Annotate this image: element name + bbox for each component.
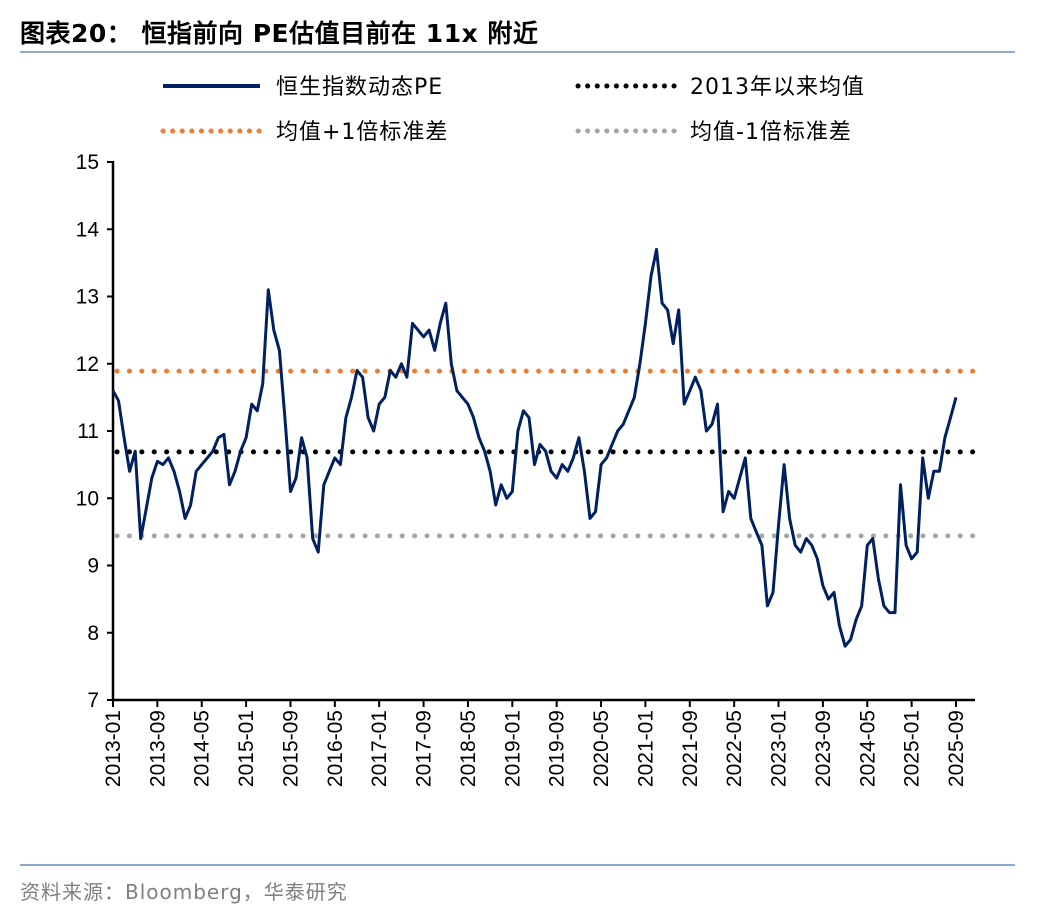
y-tick-label: 10 xyxy=(76,487,99,510)
legend: 恒生指数动态PE 2013年以来均值 均值+1倍标准差 均值-1倍标准差 xyxy=(160,75,865,145)
x-tick-label: 2013-09 xyxy=(146,710,169,787)
x-tick-label: 2015-01 xyxy=(235,710,258,787)
title-divider xyxy=(20,51,1015,53)
axes: 7 8 9 10 11 12 13 14 15 2013-01 2013-09 2014-05 2015… xyxy=(76,151,975,787)
x-tick-label: 2020-05 xyxy=(590,710,613,787)
x-tick-label: 2017-09 xyxy=(413,710,436,787)
x-tick-label: 2022-05 xyxy=(723,710,746,787)
y-tick-label: 11 xyxy=(77,420,99,443)
x-tick-label: 2025-01 xyxy=(901,710,924,787)
x-tick-label: 2023-09 xyxy=(812,710,835,787)
x-tick-label: 2016-05 xyxy=(324,710,347,787)
y-tick-label: 9 xyxy=(87,555,99,578)
x-tick-label: 2019-09 xyxy=(546,710,569,787)
figure-title: 图表20： 恒指前向 PE估值目前在 11x 附近 xyxy=(20,19,539,48)
y-tick-label: 12 xyxy=(76,353,99,376)
x-tick-label: 2025-09 xyxy=(945,710,968,787)
legend-label-mean: 2013年以来均值 xyxy=(690,75,865,100)
x-tick-label: 2014-05 xyxy=(191,710,214,787)
x-tick-label: 2015-09 xyxy=(279,710,302,787)
x-tick-label: 2013-01 xyxy=(102,710,125,787)
y-tick-label: 14 xyxy=(76,218,100,241)
footer-divider xyxy=(20,864,1015,866)
x-tick-label: 2021-09 xyxy=(679,710,702,787)
y-tick-label: 15 xyxy=(76,151,99,174)
legend-label-minus1: 均值-1倍标准差 xyxy=(690,120,852,145)
y-tick-label: 8 xyxy=(87,622,99,645)
pe-series-line xyxy=(111,247,958,648)
x-tick-label: 2023-01 xyxy=(768,710,791,787)
x-tick-label: 2024-05 xyxy=(856,710,879,787)
plot-area xyxy=(111,247,958,648)
y-tick-label: 13 xyxy=(76,286,99,309)
y-tick-label: 7 xyxy=(87,689,99,712)
x-tick-label: 2019-01 xyxy=(501,710,524,787)
legend-label-plus1: 均值+1倍标准差 xyxy=(276,120,448,145)
legend-label-series: 恒生指数动态PE xyxy=(276,75,443,100)
x-tick-label: 2017-01 xyxy=(368,710,391,787)
x-tick-label: 2021-01 xyxy=(634,710,657,787)
x-tick-label: 2018-05 xyxy=(457,710,480,787)
source-note: 资料来源：Bloomberg，华泰研究 xyxy=(20,880,348,904)
